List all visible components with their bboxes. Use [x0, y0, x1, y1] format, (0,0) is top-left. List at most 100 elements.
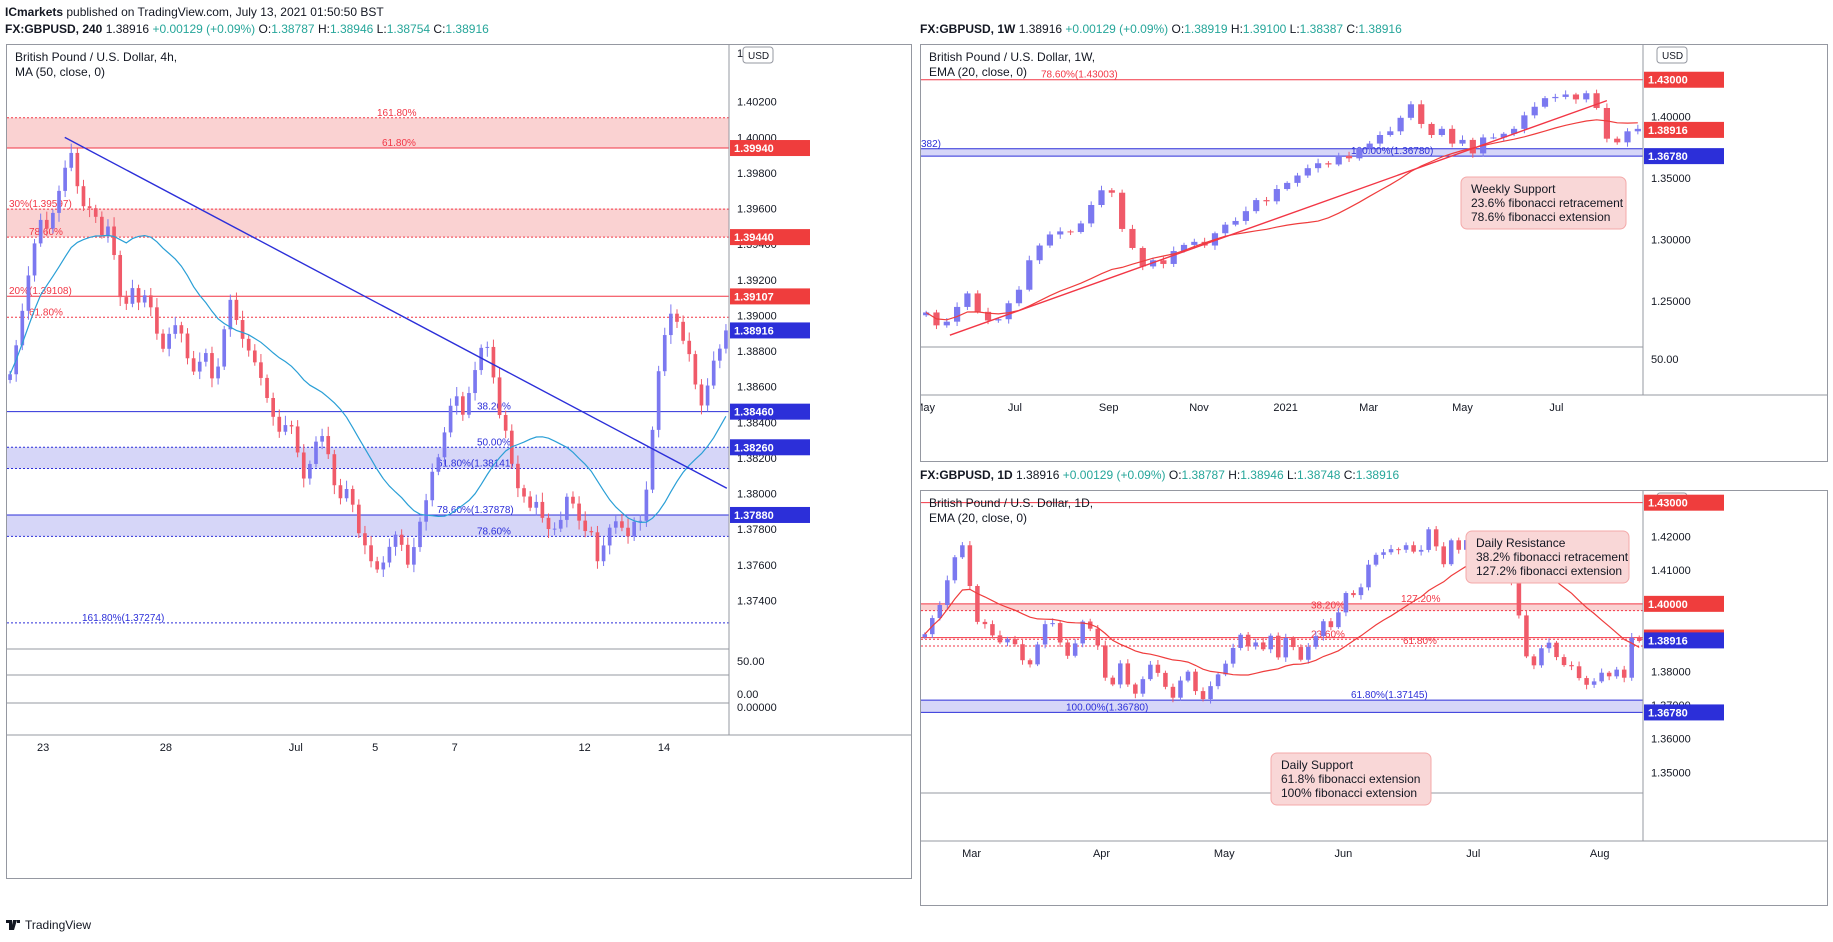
- w1-open: 1.38919: [1184, 22, 1228, 36]
- candle-body: [1441, 546, 1446, 565]
- candle-body: [1541, 98, 1549, 107]
- candle-body: [1129, 228, 1136, 248]
- candle-body: [461, 396, 465, 415]
- d1-low: 1.38748: [1297, 468, 1341, 482]
- d1-last: 1.38916: [1016, 468, 1060, 482]
- candle-body: [1191, 241, 1198, 245]
- candle-body: [632, 521, 636, 537]
- candle-body: [995, 319, 1002, 321]
- candle-body: [620, 521, 624, 528]
- candle-body: [528, 496, 532, 508]
- fib-level-label: 161.80%(1.37274): [82, 613, 164, 624]
- candle-body: [295, 426, 300, 453]
- candle-body: [1298, 647, 1304, 660]
- candle-body: [81, 186, 86, 207]
- candle-body: [1438, 128, 1445, 135]
- h4-chart-svg[interactable]: 161.80% 61.80% 30%(1.39597) 78.60% 20%(1.391…: [7, 45, 911, 878]
- annotation-text: 100% fibonacci extension: [1281, 786, 1417, 800]
- price-badge-label: 1.38916: [1648, 125, 1688, 137]
- indicator-label: EMA (20, close, 0): [929, 511, 1027, 525]
- candle-body: [1200, 691, 1206, 700]
- candle-body: [1335, 155, 1342, 165]
- candle-body: [155, 307, 159, 334]
- candle-body: [954, 306, 961, 322]
- candle-body: [1634, 128, 1641, 132]
- candle-body: [106, 226, 110, 236]
- candle-body: [442, 432, 447, 458]
- candle-body: [173, 325, 178, 334]
- fib-level-label: 78.60%: [477, 526, 511, 537]
- publisher-name[interactable]: ICmarkets: [5, 5, 64, 19]
- candle-body: [1080, 621, 1085, 644]
- candle-body: [1170, 251, 1177, 264]
- candle-body: [369, 545, 373, 562]
- annotation-text: 78.6% fibonacci extension: [1471, 210, 1610, 224]
- h4-last: 1.38916: [105, 22, 150, 36]
- price-badge-label: 1.43000: [1648, 75, 1688, 87]
- candle-body: [210, 353, 214, 379]
- candle-body: [350, 488, 355, 505]
- candle-body: [240, 320, 245, 339]
- sub-pane-tick: 50.00: [1651, 354, 1679, 366]
- candle-body: [583, 520, 588, 532]
- trend-line: [949, 99, 1608, 336]
- candle-body: [246, 338, 251, 351]
- candle-body: [1193, 671, 1198, 692]
- candle-body: [57, 190, 61, 213]
- candle-body: [540, 501, 545, 518]
- d1-chart-svg[interactable]: 127.20% 38.20% 23.60% 61.80% 61.80%(1.37145)…: [921, 491, 1827, 905]
- candle-body: [277, 416, 282, 432]
- fib-level-label: 78.60%(1.37878): [437, 505, 514, 516]
- candle-body: [497, 377, 502, 416]
- price-badge: [1644, 121, 1724, 138]
- w1-chart-panel[interactable]: 78.60%(1.43003) 382) 100.00%(1.36780) 1.400…: [920, 44, 1828, 462]
- y-tick-label: 1.35000: [1651, 767, 1691, 779]
- candle-body: [491, 346, 496, 378]
- candle-body: [943, 321, 950, 326]
- candle-body: [1180, 244, 1188, 252]
- y-tick-label: 1.42000: [1651, 531, 1691, 543]
- candle-body: [26, 275, 31, 311]
- candle-body: [148, 295, 153, 308]
- candle-body: [982, 621, 988, 625]
- x-tick-label: Mar: [962, 848, 981, 860]
- w1-chart-svg[interactable]: 78.60%(1.43003) 382) 100.00%(1.36780) 1.400…: [921, 45, 1827, 461]
- w1-symbol: FX:GBPUSD, 1W: [920, 22, 1016, 36]
- price-badge-label: 1.38916: [1648, 635, 1688, 647]
- candle-body: [1155, 664, 1161, 673]
- candle-body: [320, 436, 324, 442]
- candle-body: [1629, 637, 1634, 678]
- candle-body: [405, 544, 410, 565]
- candle-body: [1140, 679, 1146, 694]
- candle-body: [1358, 587, 1364, 596]
- x-tick-label: Jul: [1008, 402, 1022, 414]
- candle-body: [38, 219, 43, 244]
- fib-zone-0: [921, 603, 1643, 611]
- candle-body: [344, 488, 349, 499]
- candle-body: [1012, 639, 1018, 645]
- candle-body: [1306, 646, 1311, 660]
- h4-chart-panel[interactable]: 161.80% 61.80% 30%(1.39597) 78.60% 20%(1.391…: [6, 44, 912, 879]
- fib-level-label: 100.00%(1.36780): [1351, 146, 1433, 157]
- fib-level-label: 78.60%: [29, 227, 63, 238]
- candle-body: [534, 501, 539, 508]
- candle-body: [1593, 93, 1600, 108]
- candle-body: [289, 425, 294, 427]
- candle-body: [1291, 637, 1296, 648]
- published-text: published on TradingView.com, July 13, 2…: [63, 5, 384, 19]
- candle-body: [656, 371, 661, 430]
- price-badge: [1644, 494, 1724, 511]
- price-badge-label: 1.38260: [734, 442, 774, 454]
- d1-chart-panel[interactable]: 127.20% 38.20% 23.60% 61.80% 61.80%(1.37145)…: [920, 490, 1828, 906]
- candle-body: [1387, 131, 1394, 135]
- candle-body: [1403, 545, 1409, 550]
- y-tick-label: 1.36000: [1651, 734, 1691, 746]
- candle-body: [430, 471, 435, 501]
- y-tick-label: 1.39200: [737, 275, 777, 287]
- h4-close: 1.38916: [445, 22, 489, 36]
- tradingview-footer[interactable]: TradingView: [5, 918, 91, 932]
- candle-body: [644, 489, 649, 521]
- candle-body: [552, 528, 557, 530]
- y-tick-label: 1.37800: [737, 524, 777, 536]
- published-header: ICmarkets published on TradingView.com, …: [0, 0, 910, 40]
